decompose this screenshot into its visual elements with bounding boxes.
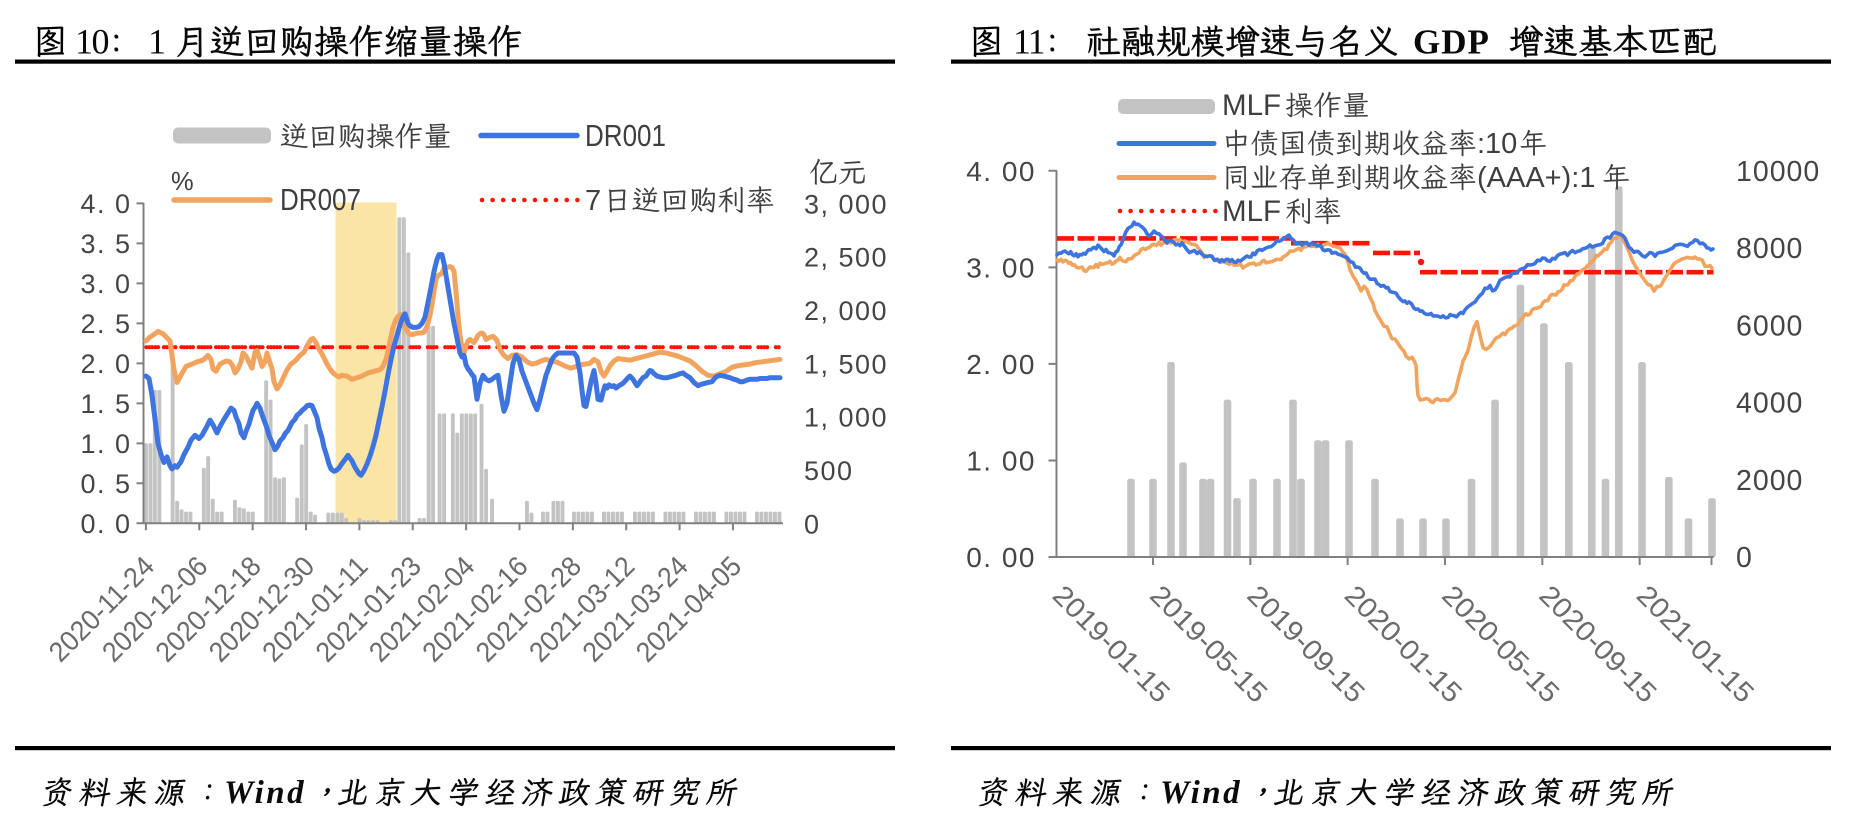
svg-text:3. 00: 3. 00 [966, 252, 1036, 283]
svg-text:Wind: Wind [224, 775, 306, 811]
svg-text:MLF: MLF [1222, 89, 1281, 122]
svg-text:10: 10 [75, 22, 109, 62]
svg-text:GDP: GDP [1413, 23, 1490, 62]
svg-text:0. 0: 0. 0 [80, 509, 131, 539]
svg-text:11: 11 [1013, 22, 1044, 62]
svg-text:3. 5: 3. 5 [80, 229, 131, 259]
svg-text:DR007: DR007 [280, 182, 361, 217]
svg-text:3. 0: 3. 0 [80, 269, 131, 299]
svg-text:2. 0: 2. 0 [80, 349, 131, 379]
svg-text:0. 5: 0. 5 [80, 469, 131, 499]
svg-text:0: 0 [804, 509, 821, 539]
svg-text:4. 00: 4. 00 [966, 156, 1036, 187]
svg-text:1. 5: 1. 5 [80, 389, 131, 419]
svg-text:8000: 8000 [1736, 233, 1803, 265]
svg-text:10000: 10000 [1736, 156, 1820, 188]
svg-text:1, 000: 1, 000 [804, 403, 888, 433]
svg-text:0: 0 [1736, 542, 1753, 574]
svg-text:4. 0: 4. 0 [80, 189, 131, 219]
svg-text:Wind: Wind [1160, 775, 1242, 811]
svg-text:%: % [171, 168, 194, 196]
svg-text:(AAA+):1: (AAA+):1 [1477, 162, 1595, 194]
svg-text:2, 500: 2, 500 [804, 243, 888, 273]
svg-text:2. 5: 2. 5 [80, 309, 131, 339]
svg-text:2000: 2000 [1736, 465, 1803, 497]
svg-text:0. 00: 0. 00 [966, 542, 1036, 573]
svg-text:3, 000: 3, 000 [804, 189, 888, 219]
svg-text::10: :10 [1477, 128, 1517, 160]
svg-text:6000: 6000 [1736, 310, 1803, 342]
svg-text:2. 00: 2. 00 [966, 349, 1036, 380]
svg-text:1. 00: 1. 00 [966, 445, 1036, 476]
svg-text:MLF: MLF [1222, 195, 1281, 228]
svg-text:DR001: DR001 [585, 118, 666, 153]
svg-text:1. 0: 1. 0 [80, 429, 131, 459]
svg-text:500: 500 [804, 456, 854, 486]
svg-text:7: 7 [585, 185, 601, 217]
svg-text:1, 500: 1, 500 [804, 349, 888, 379]
svg-text:4000: 4000 [1736, 388, 1803, 420]
svg-text:2, 000: 2, 000 [804, 296, 888, 326]
svg-text:1: 1 [148, 22, 166, 62]
